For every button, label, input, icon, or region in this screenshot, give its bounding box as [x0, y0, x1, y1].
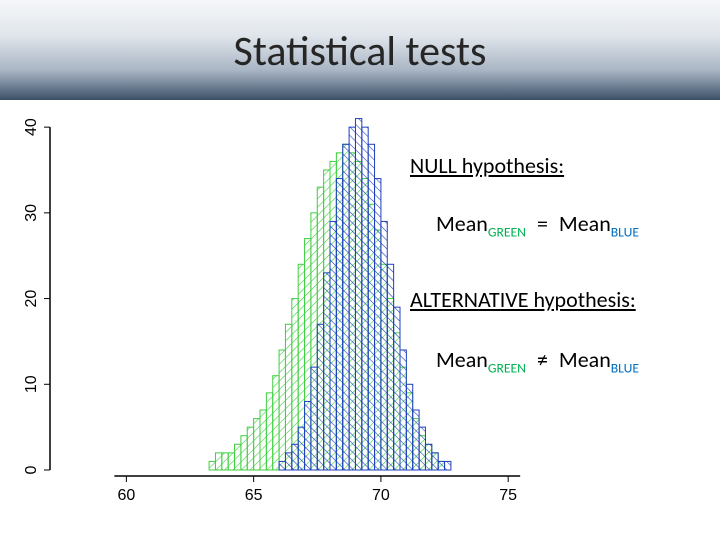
alternative-hypothesis-text: ALTERNATIVE hypothesis: — [410, 286, 636, 313]
svg-text:20: 20 — [23, 290, 40, 308]
svg-text:75: 75 — [499, 487, 517, 504]
not-equals-sign: ≠ — [531, 346, 554, 373]
green-subscript: GREEN — [488, 359, 526, 376]
svg-text:65: 65 — [245, 487, 263, 504]
null-hypothesis-formula: MeanGREEN = MeanBLUE — [436, 210, 639, 240]
blue-subscript: BLUE — [611, 359, 639, 376]
green-subscript: GREEN — [488, 223, 526, 240]
alternative-hypothesis-label: ALTERNATIVE hypothesis: — [410, 286, 636, 313]
svg-text:70: 70 — [372, 487, 390, 504]
mean-word-2: Mean — [559, 210, 611, 237]
alternative-hypothesis-formula: MeanGREEN ≠ MeanBLUE — [436, 346, 639, 376]
blue-subscript: BLUE — [611, 223, 639, 240]
plot-area: 01020304060657075 NULL hypothesis: MeanG… — [0, 100, 720, 540]
mean-word-1: Mean — [436, 210, 488, 237]
mean-word-4: Mean — [559, 346, 611, 373]
null-hypothesis-text: NULL hypothesis: — [410, 152, 564, 179]
null-hypothesis-label: NULL hypothesis: — [410, 152, 564, 179]
equals-sign: = — [531, 210, 554, 237]
svg-text:60: 60 — [117, 487, 135, 504]
svg-text:30: 30 — [23, 204, 40, 222]
svg-text:40: 40 — [23, 118, 40, 136]
slide-header: Statistical tests — [0, 0, 720, 100]
svg-text:0: 0 — [23, 465, 40, 474]
mean-word-3: Mean — [436, 346, 488, 373]
histogram-chart: 0 10 20 30 40 60 65 70 75 — [0, 100, 720, 540]
svg-text:10: 10 — [23, 375, 40, 393]
slide-title: Statistical tests — [0, 0, 720, 102]
